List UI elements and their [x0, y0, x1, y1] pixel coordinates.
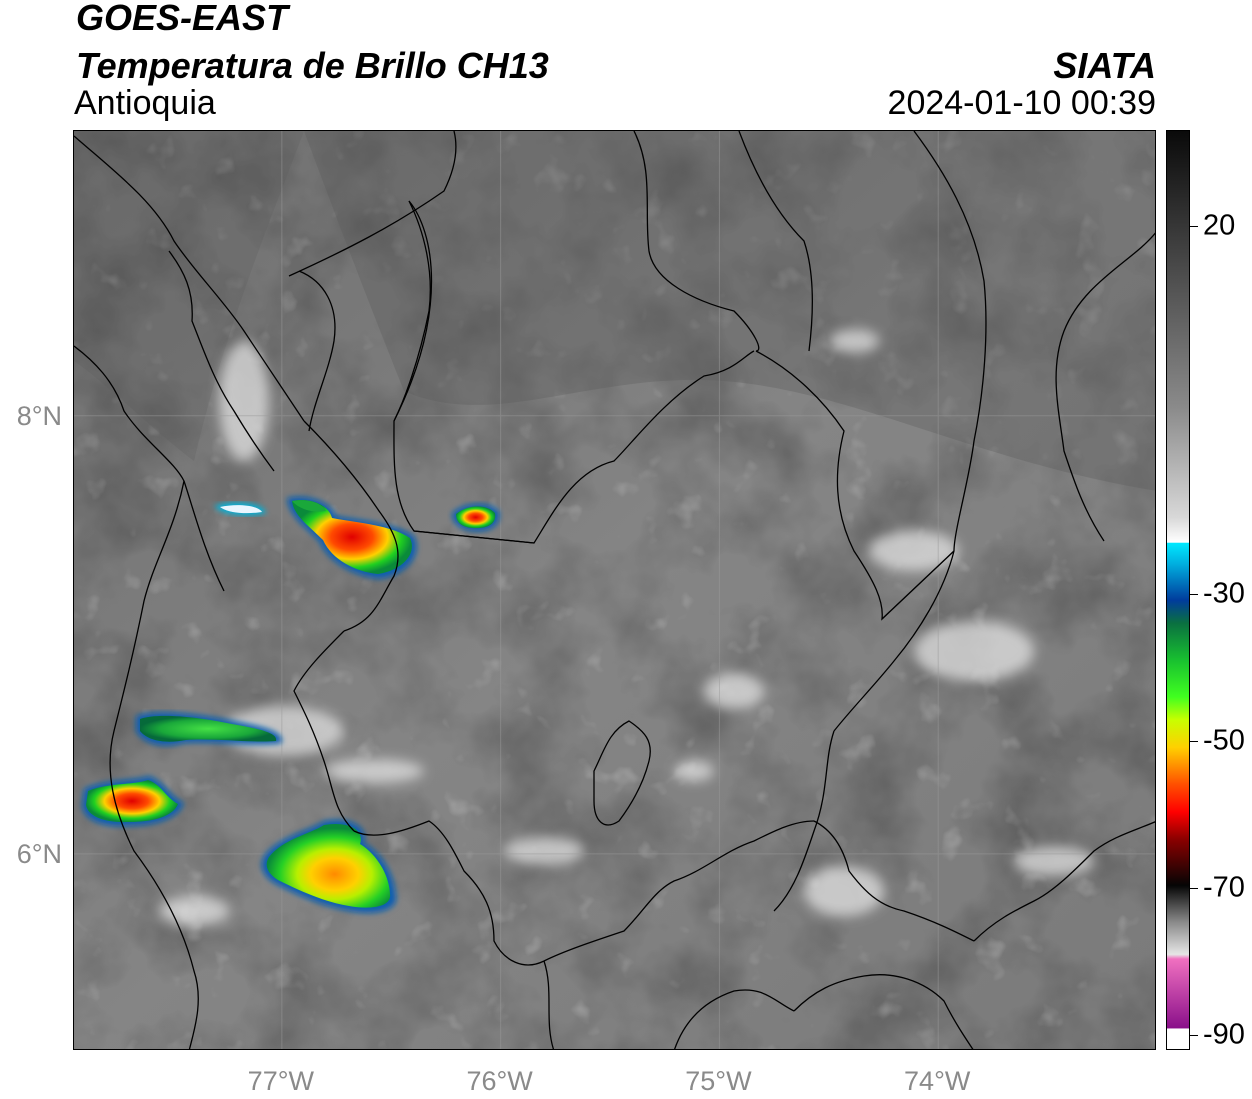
storm-cell-north-central: [287, 496, 417, 579]
storm-cell-south: [261, 819, 397, 913]
border-lines: [74, 131, 1155, 1049]
colorbar-tick: [1190, 888, 1198, 890]
colorbar-label: -50: [1203, 724, 1245, 757]
colorbar-label: -90: [1203, 1018, 1245, 1051]
lon-label-77w: 77°W: [247, 1066, 315, 1096]
colorbar-tick: [1190, 740, 1198, 742]
storm-cell-north-east: [452, 503, 500, 532]
temperature-colorbar: [1166, 130, 1190, 1050]
lat-label-8n: 8°N: [16, 400, 62, 431]
colorbar-tick: [1190, 1035, 1198, 1037]
product-title: Temperatura de Brillo CH13: [76, 45, 549, 86]
lon-label-76w: 76°W: [466, 1066, 533, 1096]
colorbar-label: 20: [1203, 209, 1236, 242]
satellite-title: GOES-EAST: [76, 0, 289, 38]
brightness-temperature-map[interactable]: [73, 130, 1156, 1050]
colorbar-label: -70: [1203, 871, 1245, 904]
lat-label-6n: 6°N: [16, 838, 62, 869]
storm-cell-west: [82, 776, 184, 827]
colorbar-label: -30: [1203, 577, 1245, 610]
brand-label: SIATA: [1053, 45, 1156, 86]
storm-cell-west-band: [136, 712, 283, 746]
colorbar-tick: [1190, 593, 1198, 595]
timestamp: 2024-01-10 00:39: [887, 84, 1156, 122]
lon-label-74w: 74°W: [904, 1066, 971, 1096]
storm-cell-north-small: [214, 502, 266, 516]
colorbar-tick: [1190, 225, 1198, 227]
region-subtitle: Antioquia: [74, 84, 216, 122]
lon-label-75w: 75°W: [685, 1066, 752, 1096]
